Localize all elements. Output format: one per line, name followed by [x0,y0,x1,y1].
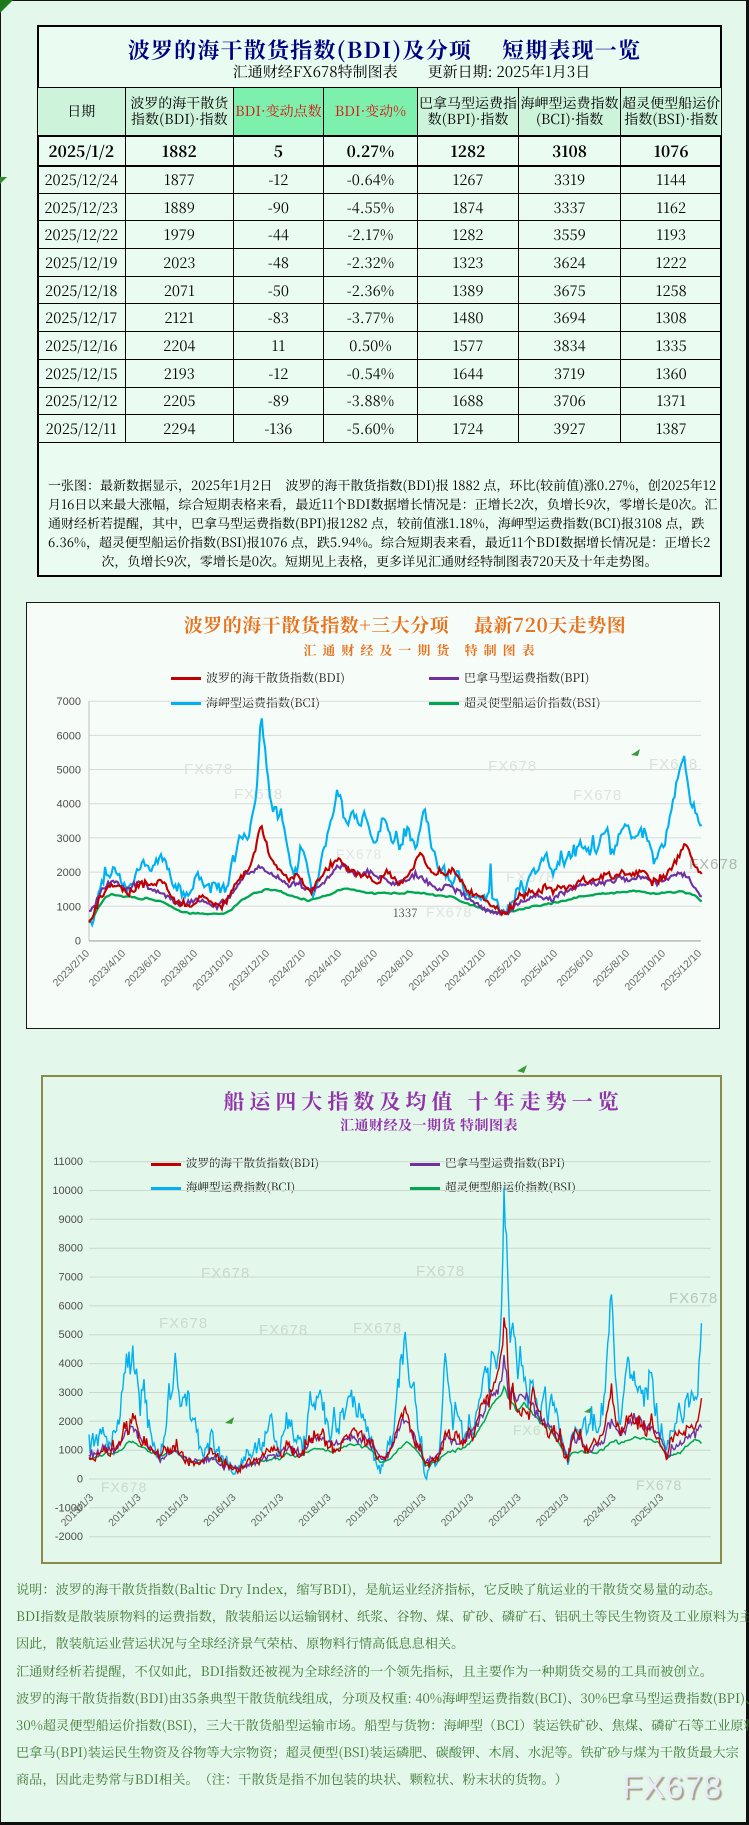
svg-text:6000: 6000 [57,730,81,742]
svg-text:2014/1/3: 2014/1/3 [106,1492,143,1529]
svg-text:2000: 2000 [59,1416,83,1428]
svg-text:2017/1/3: 2017/1/3 [249,1492,286,1529]
svg-text:FX678: FX678 [506,869,555,886]
svg-text:7000: 7000 [57,696,81,708]
svg-text:2018/1/3: 2018/1/3 [296,1492,333,1529]
svg-text:-2000: -2000 [55,1531,83,1543]
svg-text:2000: 2000 [57,867,81,879]
svg-text:0: 0 [75,936,81,948]
svg-text:FX678: FX678 [669,1290,718,1307]
svg-text:4000: 4000 [59,1358,83,1370]
svg-text:6000: 6000 [59,1300,83,1312]
svg-text:FX678: FX678 [573,787,622,804]
svg-text:3000: 3000 [59,1387,83,1399]
svg-text:FX678: FX678 [201,1265,250,1282]
svg-text:FX678: FX678 [416,1263,465,1280]
svg-text:2025/1/3: 2025/1/3 [629,1492,666,1529]
svg-text:5000: 5000 [57,765,81,777]
svg-text:2020/1/3: 2020/1/3 [391,1492,428,1529]
svg-text:1000: 1000 [59,1445,83,1457]
svg-text:FX678: FX678 [184,761,233,778]
svg-text:4000: 4000 [57,799,81,811]
svg-text:2023/1/3: 2023/1/3 [534,1492,571,1529]
svg-text:2021/1/3: 2021/1/3 [439,1492,476,1529]
svg-text:2022/1/3: 2022/1/3 [486,1492,523,1529]
svg-text:5000: 5000 [59,1329,83,1341]
svg-text:10000: 10000 [52,1185,83,1197]
svg-text:FX678: FX678 [426,904,472,920]
svg-text:2015/1/3: 2015/1/3 [154,1492,191,1529]
svg-text:9000: 9000 [59,1214,83,1226]
svg-text:-1000: -1000 [55,1502,83,1514]
svg-text:2019/1/3: 2019/1/3 [344,1492,381,1529]
svg-text:FX678: FX678 [336,846,382,862]
svg-text:FX678: FX678 [259,1322,308,1339]
svg-text:0: 0 [77,1474,83,1486]
svg-text:7000: 7000 [59,1272,83,1284]
svg-text:FX678: FX678 [353,1320,402,1337]
svg-text:FX678: FX678 [488,758,537,775]
svg-text:FX678: FX678 [101,1479,147,1495]
svg-text:8000: 8000 [59,1243,83,1255]
svg-text:1000: 1000 [57,901,81,913]
svg-text:2024/1/3: 2024/1/3 [581,1492,618,1529]
svg-text:1337: 1337 [393,905,418,921]
svg-text:11000: 11000 [53,1156,83,1168]
svg-text:3000: 3000 [57,833,81,845]
svg-text:FX678: FX678 [636,1477,682,1493]
svg-text:2016/1/3: 2016/1/3 [201,1492,238,1529]
svg-text:FX678: FX678 [689,856,738,873]
svg-text:FX678: FX678 [159,1315,208,1332]
